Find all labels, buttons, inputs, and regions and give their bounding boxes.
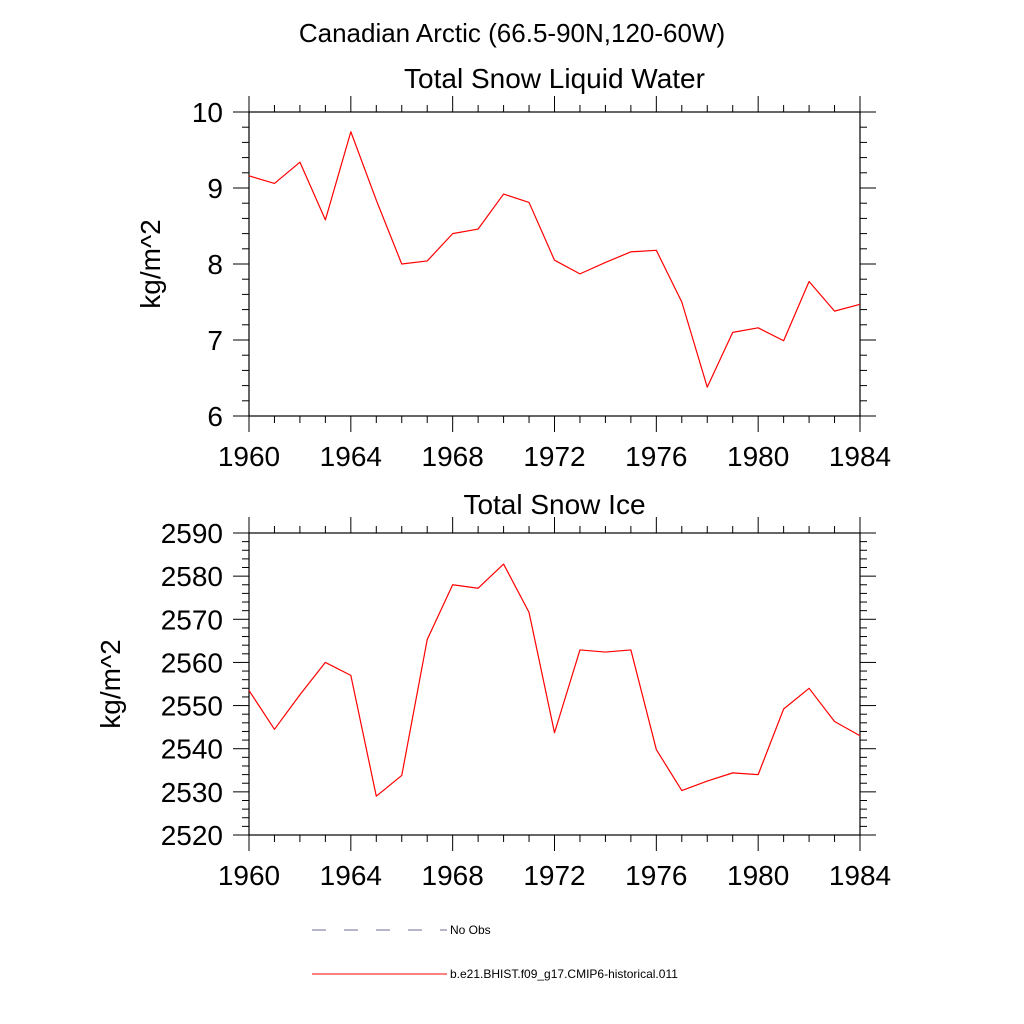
y-tick-label: 2520 (161, 820, 223, 851)
y-tick-label: 2560 (161, 647, 223, 678)
y-tick-label: 2530 (161, 777, 223, 808)
chart-title: Total Snow Ice (463, 489, 645, 520)
legend-label-2: b.e21.BHIST.f09_g17.CMIP6-historical.011 (450, 967, 678, 981)
y-tick-label: 2580 (161, 561, 223, 592)
x-tick-label: 1972 (523, 860, 585, 891)
legend: No Obs b.e21.BHIST.f09_g17.CMIP6-historic… (312, 923, 678, 981)
y-tick-label: 7 (207, 325, 223, 356)
y-axis-label: kg/m^2 (135, 219, 166, 308)
y-tick-label: 10 (192, 97, 223, 128)
x-tick-label: 1968 (422, 860, 484, 891)
y-tick-label: 2570 (161, 604, 223, 635)
chart-panel-1: Total Snow Liquid Water kg/m^2 1960 1964 196… (135, 63, 891, 472)
x-tick-label: 1976 (625, 441, 687, 472)
x-tick-label: 1984 (829, 441, 891, 472)
plot-frame (248, 532, 861, 836)
y-axis-label: kg/m^2 (95, 639, 126, 728)
y-tick-label: 2590 (161, 518, 223, 549)
series-line (248, 131, 861, 388)
x-tick-label: 1960 (218, 441, 280, 472)
y-tick-label: 9 (207, 173, 223, 204)
series-line (248, 563, 861, 797)
legend-label-1: No Obs (450, 923, 491, 937)
x-tick-label: 1976 (625, 860, 687, 891)
chart-panel-2: Total Snow Ice kg/m^2 1960 1964 1968 1972 1976… (95, 489, 891, 891)
y-tick-label: 8 (207, 249, 223, 280)
y-tick-label: 2540 (161, 734, 223, 765)
y-tick-label: 6 (207, 401, 223, 432)
x-tick-label: 1968 (422, 441, 484, 472)
x-tick-label: 1980 (727, 441, 789, 472)
plot-frame (248, 111, 861, 417)
x-tick-label: 1960 (218, 860, 280, 891)
chart-title: Total Snow Liquid Water (404, 63, 705, 94)
x-tick-label: 1964 (320, 860, 382, 891)
y-tick-label: 2550 (161, 691, 223, 722)
x-tick-label: 1980 (727, 860, 789, 891)
figure-title: Canadian Arctic (66.5-90N,120-60W) (299, 18, 725, 48)
x-tick-label: 1984 (829, 860, 891, 891)
x-tick-label: 1972 (523, 441, 585, 472)
x-tick-label: 1964 (320, 441, 382, 472)
